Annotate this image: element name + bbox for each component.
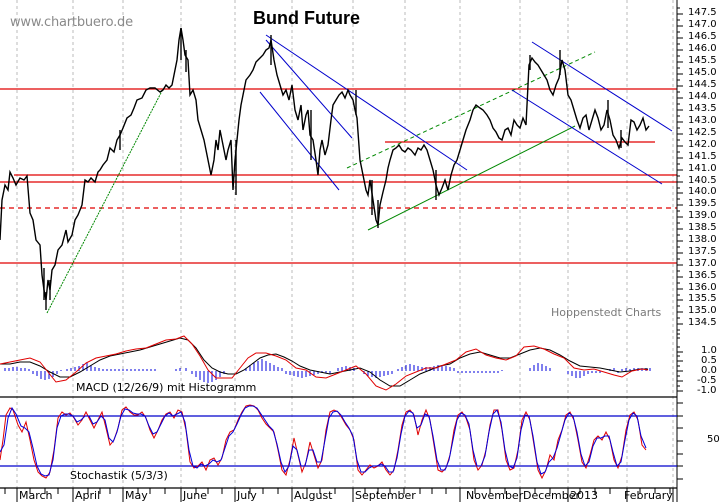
month-label: February <box>624 489 673 502</box>
price-tick: 145.0 <box>688 67 717 78</box>
macd-histogram <box>4 359 651 383</box>
macd-tick: 0.5 <box>701 355 717 366</box>
time-axis <box>4 488 674 502</box>
credit-label: Hoppenstedt Charts <box>551 306 662 319</box>
price-tick: 146.5 <box>688 31 717 42</box>
stoch-tick: 50 <box>707 434 720 445</box>
macd-panel <box>0 335 683 398</box>
price-tick: 136.0 <box>688 282 717 293</box>
chart-title: Bund Future <box>253 8 360 28</box>
macd-tick: -1.0 <box>697 385 717 396</box>
macd-signal-line <box>0 335 649 391</box>
macd-tick: 1.0 <box>701 345 717 356</box>
price-tick: 143.0 <box>688 115 717 126</box>
price-tick: 137.5 <box>688 246 717 257</box>
price-tick: 146.0 <box>688 43 717 54</box>
price-tick: 141.0 <box>688 163 717 174</box>
price-tick: 141.5 <box>688 151 717 162</box>
month-label: April <box>75 489 101 502</box>
trend-lines <box>46 34 673 314</box>
price-tick: 136.5 <box>688 270 717 281</box>
price-tick: 135.0 <box>688 305 717 316</box>
price-tick: 144.0 <box>688 91 717 102</box>
support-resistance-lines <box>0 88 677 264</box>
stoch-d-line <box>0 405 647 477</box>
watermark: www.chartbuero.de <box>10 15 133 30</box>
month-label: March <box>19 489 53 502</box>
price-tick: 137.0 <box>688 258 717 269</box>
price-tick: 140.0 <box>688 186 717 197</box>
month-label: June <box>183 489 207 502</box>
price-tick: 139.0 <box>688 210 717 221</box>
month-label: November <box>466 489 524 502</box>
month-label: August <box>294 489 333 502</box>
price-tick: 134.5 <box>688 317 717 328</box>
price-tick: 145.5 <box>688 55 717 66</box>
price-tick: 142.0 <box>688 139 717 150</box>
price-tick: 147.0 <box>688 19 717 30</box>
price-tick: 135.5 <box>688 293 717 304</box>
stoch-k-line <box>0 404 647 480</box>
price-tick: 139.5 <box>688 198 717 209</box>
macd-label: MACD (12/26/9) mit Histogramm <box>76 381 257 394</box>
price-axis <box>676 0 683 502</box>
price-tick: 138.5 <box>688 222 717 233</box>
price-tick: 142.5 <box>688 127 717 138</box>
macd-line <box>0 337 648 387</box>
month-label: July <box>237 489 257 502</box>
month-gridlines <box>16 0 674 488</box>
month-label: September <box>355 489 416 502</box>
price-tick: 138.0 <box>688 234 717 245</box>
stochastic-label: Stochastik (5/3/3) <box>70 469 168 482</box>
price-tick: 140.5 <box>688 175 717 186</box>
month-label: May <box>125 489 148 502</box>
price-bars <box>0 27 650 310</box>
macd-tick: 0.0 <box>701 365 717 376</box>
macd-tick: -0.5 <box>697 375 717 386</box>
price-tick: 143.5 <box>688 103 717 114</box>
month-label: December <box>523 489 581 502</box>
price-tick: 144.5 <box>688 79 717 90</box>
stochastic-panel <box>0 402 683 489</box>
month-label: 2013 <box>570 489 598 502</box>
price-tick: 147.5 <box>688 7 717 18</box>
